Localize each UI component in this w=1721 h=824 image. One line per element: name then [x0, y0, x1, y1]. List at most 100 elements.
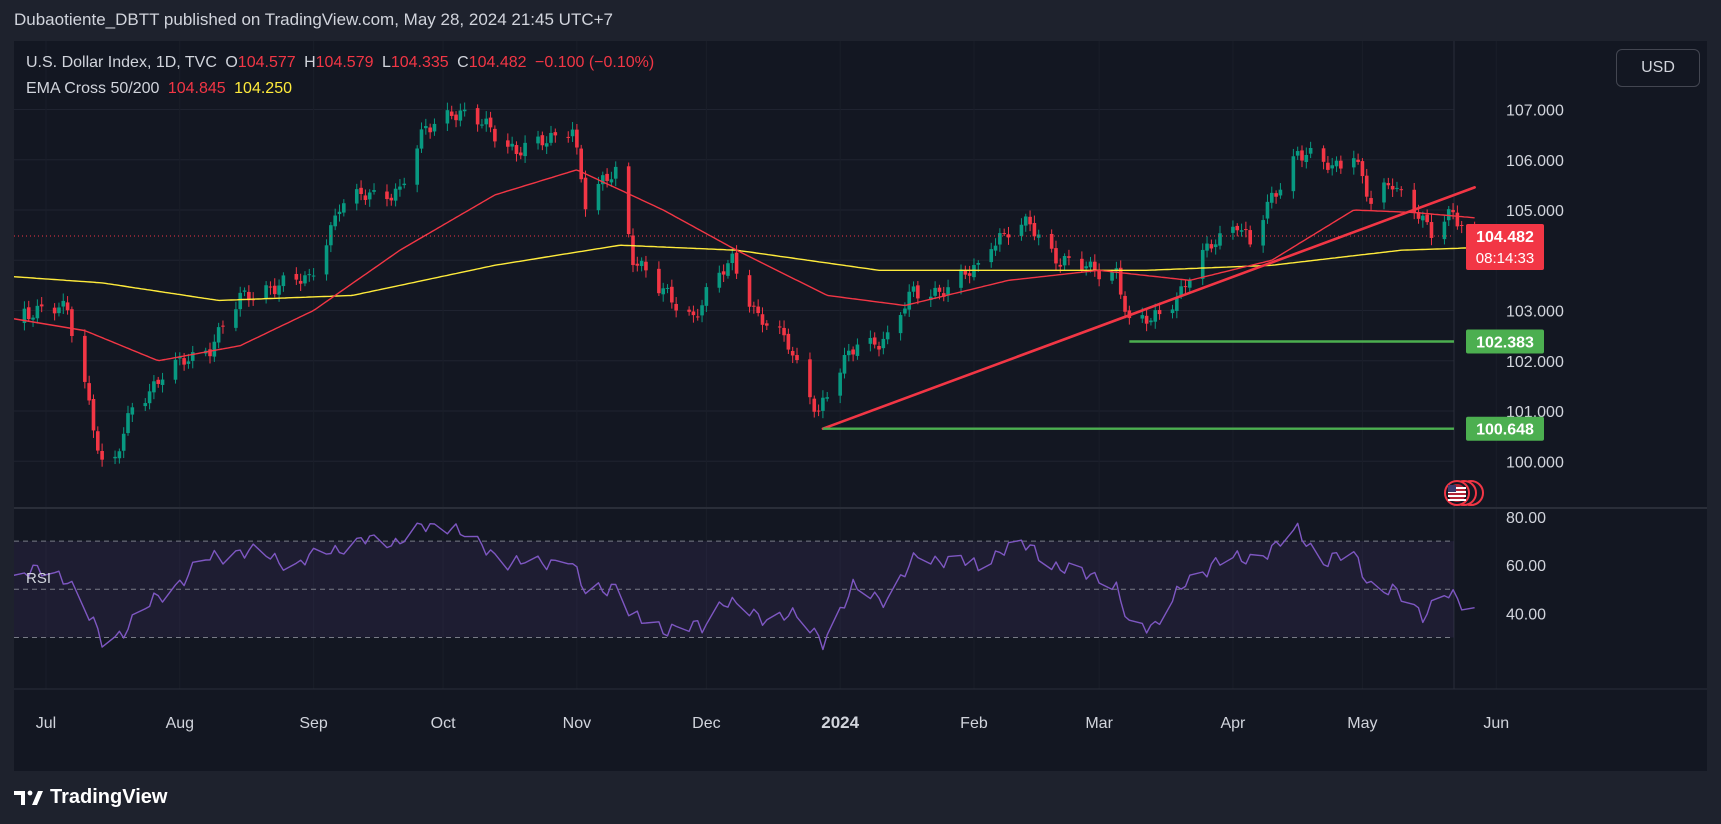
candle [480, 118, 484, 129]
candle-body [419, 129, 424, 149]
candle [1218, 225, 1222, 250]
price-chart[interactable]: 107.000106.000105.000103.000102.000101.0… [14, 41, 1707, 771]
time-tick-label: Dec [692, 715, 720, 732]
candle-body [480, 124, 484, 126]
candle-body [173, 359, 178, 380]
candles [22, 102, 1477, 467]
candle [126, 405, 130, 436]
candle-body [1278, 189, 1283, 196]
candle [52, 303, 57, 321]
candle-body [1399, 189, 1404, 191]
candle [670, 279, 674, 309]
candle-body [583, 177, 588, 210]
candle [1390, 178, 1395, 197]
candle [307, 268, 312, 282]
candle-body [1067, 256, 1071, 258]
candle [281, 272, 286, 292]
candle-body [1446, 209, 1451, 221]
candle-body [721, 271, 726, 275]
candle-body [838, 372, 842, 396]
candle-body [825, 397, 830, 399]
candle [1351, 150, 1356, 175]
candle [536, 130, 540, 150]
candle-body [458, 110, 463, 121]
candle [760, 307, 765, 333]
candle [881, 331, 886, 355]
candle-body [579, 148, 583, 180]
candle-body [1339, 160, 1343, 169]
candle [808, 352, 812, 405]
candle-body [790, 350, 795, 356]
candle [1019, 218, 1024, 241]
candle [657, 261, 661, 296]
candle-body [1269, 192, 1274, 203]
rsi-tick-label: 80.00 [1506, 510, 1546, 527]
candle-body [70, 309, 74, 336]
candle [1231, 220, 1235, 240]
time-tick-label: Aug [166, 715, 194, 732]
candle [1097, 263, 1101, 287]
candle-body [695, 316, 700, 318]
flag-stripe [1448, 495, 1466, 497]
candle-body [674, 303, 678, 311]
price-tick-label: 103.000 [1506, 304, 1564, 321]
candle [1339, 155, 1343, 174]
candle [1209, 239, 1214, 253]
candle [1334, 156, 1339, 173]
currency-button[interactable]: USD [1616, 49, 1700, 87]
candle-body [933, 287, 937, 296]
candle [885, 325, 890, 345]
time-tick-label: May [1347, 715, 1377, 732]
candle [1023, 213, 1028, 232]
price-tick-label: 102.000 [1506, 354, 1564, 371]
candle [998, 228, 1002, 252]
candle-body [462, 109, 467, 112]
candle-body [1382, 182, 1386, 203]
candle-body [1175, 297, 1179, 311]
tradingview-logo[interactable]: TradingView [14, 786, 167, 809]
candle-body [454, 114, 458, 121]
candle-body [186, 361, 191, 364]
candle-body [1080, 258, 1084, 270]
candle-body [613, 166, 618, 179]
price-tick-label: 106.000 [1506, 153, 1564, 170]
candle-body [941, 293, 946, 297]
candle [298, 273, 303, 291]
candle [1386, 177, 1391, 190]
candle-body [424, 126, 428, 129]
candle [1369, 190, 1373, 211]
candle-body [687, 309, 691, 312]
candle-body [993, 245, 998, 251]
candle-body [1364, 175, 1369, 197]
candle [726, 259, 730, 279]
candle [242, 287, 247, 297]
candle [445, 102, 450, 132]
candle-body [812, 398, 817, 412]
candle-body [1213, 244, 1218, 248]
candle-body [216, 327, 221, 343]
candle [1382, 178, 1386, 210]
candle [1144, 309, 1149, 332]
symbol-name[interactable]: U.S. Dollar Index, 1D, TVC [26, 54, 217, 71]
candle-body [385, 191, 389, 200]
chart-area[interactable]: 107.000 106.000 105.000 103.000 102.000 101.0… [14, 41, 1707, 771]
candle-body [777, 326, 782, 328]
candle [1149, 317, 1153, 326]
high-value: 104.579 [315, 54, 374, 71]
candle [1278, 183, 1283, 199]
candle-body [294, 273, 299, 280]
candle [665, 284, 670, 294]
candle [39, 297, 44, 313]
candle-body [1218, 233, 1222, 246]
candle-body [1390, 185, 1395, 190]
candle [941, 286, 946, 302]
candle-body [247, 291, 251, 301]
candle-body [272, 285, 277, 295]
candle-body [91, 398, 96, 431]
candle-body [1187, 280, 1192, 288]
candle-body [264, 285, 268, 300]
candle [963, 265, 968, 280]
candle-body [808, 359, 812, 398]
candle-body [307, 274, 312, 276]
indicator-name[interactable]: EMA Cross 50/200 [26, 80, 160, 97]
